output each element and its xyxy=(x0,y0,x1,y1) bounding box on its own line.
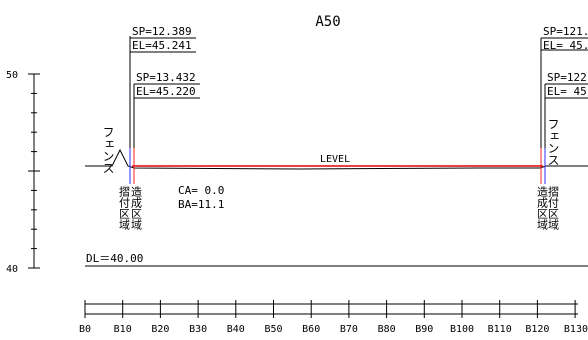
vertical-scale: 50 40 xyxy=(6,70,40,275)
station-label: B110 xyxy=(488,324,512,335)
right-blending-zone-label: 摺付区域 xyxy=(547,185,560,230)
right-callout-2-sp: SP=122 xyxy=(547,71,587,84)
station-label: B0 xyxy=(79,324,91,335)
station-label: B10 xyxy=(114,324,132,335)
fence-label-right: フェンス xyxy=(546,118,560,166)
station-scale: B0 B10 B20 B30 B40 B50 B60 B70 B80 B90 B100 B110 B12… xyxy=(79,300,588,335)
left-callout-1-el: EL=45.241 xyxy=(132,39,192,52)
station-label: B120 xyxy=(525,324,549,335)
left-callout-2-el: EL=45.220 xyxy=(136,85,196,98)
right-callout-2-el: EL= 45 xyxy=(547,85,587,98)
right-grading-zone-label: 造成区域 xyxy=(536,185,549,230)
fence-label-left: フェンス xyxy=(101,126,115,174)
left-blending-zone-label: 摺付区域 xyxy=(118,185,131,230)
right-callout-1-sp: SP=121. xyxy=(543,25,588,38)
ba-value: BA=11.1 xyxy=(178,198,224,211)
station-label: B50 xyxy=(264,324,282,335)
datum-label: DL＝40.00 xyxy=(86,252,143,265)
vertical-scale-label-50: 50 xyxy=(6,70,18,81)
drawing-title: A50 xyxy=(315,14,340,30)
right-callout-1: SP=121. EL= 45. xyxy=(540,25,588,148)
right-callout-1-el: EL= 45. xyxy=(543,39,588,52)
station-label: B70 xyxy=(340,324,358,335)
left-callout-1-sp: SP=12.389 xyxy=(132,25,192,38)
datum-line: DL＝40.00 xyxy=(85,252,588,267)
left-grading-zone-label: 造成区域 xyxy=(130,185,143,230)
left-callout-2: SP=13.432 EL=45.220 xyxy=(133,71,200,148)
station-label: B80 xyxy=(378,324,396,335)
station-label: B20 xyxy=(151,324,169,335)
station-label: B90 xyxy=(415,324,433,335)
station-label: B100 xyxy=(450,324,474,335)
station-label: B40 xyxy=(227,324,245,335)
ground-line xyxy=(85,148,588,170)
level-label: LEVEL xyxy=(320,154,350,165)
vertical-scale-label-40: 40 xyxy=(6,264,18,275)
station-label: B60 xyxy=(302,324,320,335)
ca-value: CA= 0.0 xyxy=(178,184,224,197)
right-callout-2: SP=122 EL= 45 xyxy=(544,71,588,148)
left-callout-1: SP=12.389 EL=45.241 xyxy=(129,25,196,148)
station-label: B130 xyxy=(564,324,588,335)
station-label: B30 xyxy=(189,324,207,335)
left-callout-2-sp: SP=13.432 xyxy=(136,71,196,84)
